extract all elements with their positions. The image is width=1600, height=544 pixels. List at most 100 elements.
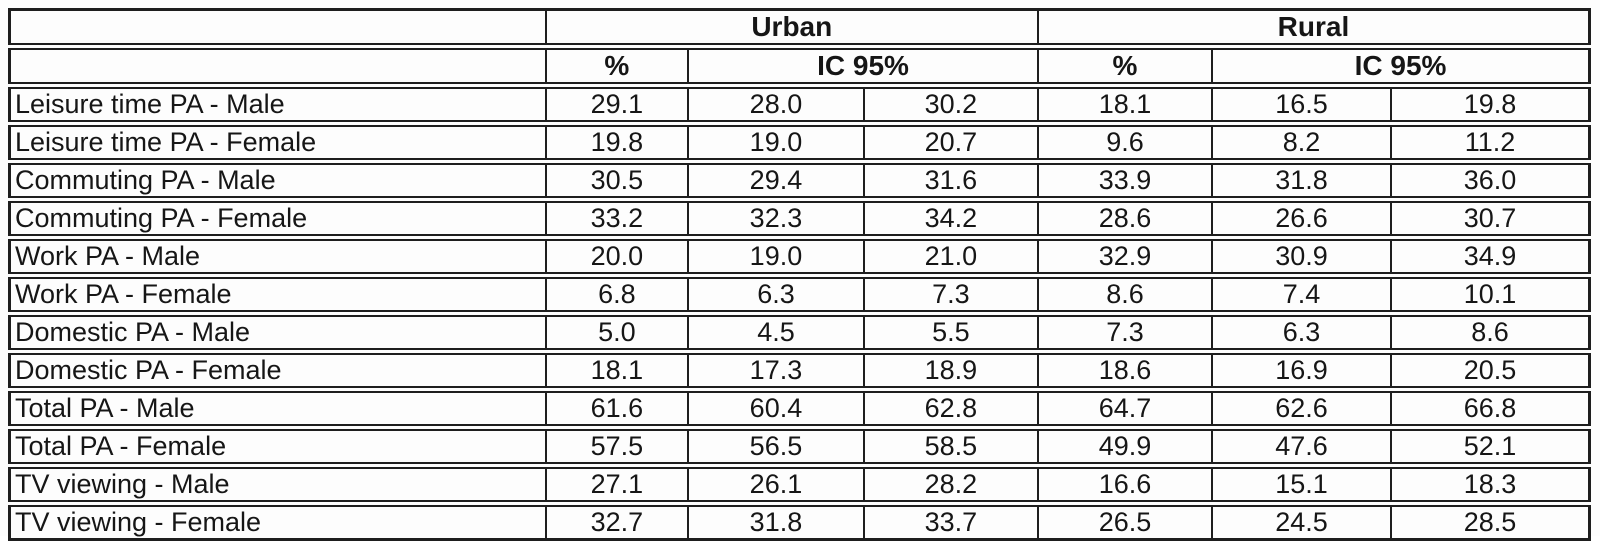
row-label: Domestic PA - Male [8,315,545,350]
table-row-leisure-female: Leisure time PA - Female 19.8 19.0 20.7 … [8,125,1591,160]
group-header-rural: Rural [1036,8,1591,45]
rural-ic-low-cell: 15.1 [1211,467,1390,502]
row-label: Work PA - Female [8,277,545,312]
row-label: TV viewing - Male [8,467,545,502]
row-label: Domestic PA - Female [8,353,545,388]
urban-pct-cell: 19.8 [544,125,688,160]
rural-pct-cell: 26.5 [1036,505,1212,541]
table-row-tv-male: TV viewing - Male 27.1 26.1 28.2 16.6 15… [8,467,1591,502]
urban-ic-low-cell: 26.1 [687,467,863,502]
corner-cell-top [8,8,545,45]
rural-pct-cell: 49.9 [1036,429,1212,464]
rural-pct-cell: 18.6 [1036,353,1212,388]
urban-ic-low-cell: 29.4 [687,163,863,198]
rural-ic-high-cell: 30.7 [1389,201,1591,236]
urban-pct-cell: 18.1 [544,353,688,388]
table-row-work-female: Work PA - Female 6.8 6.3 7.3 8.6 7.4 10.… [8,277,1591,312]
urban-pct-cell: 57.5 [544,429,688,464]
urban-pct-cell: 6.8 [544,277,688,312]
urban-ic-high-cell: 21.0 [862,239,1037,274]
urban-pct-cell: 33.2 [544,201,688,236]
group-header-urban: Urban [544,8,1037,45]
rural-pct-cell: 33.9 [1036,163,1212,198]
corner-cell-sub [8,48,545,84]
table-row-leisure-male: Leisure time PA - Male 29.1 28.0 30.2 18… [8,87,1591,122]
urban-ic-low-cell: 4.5 [687,315,863,350]
urban-ic-low-cell: 32.3 [687,201,863,236]
rural-ic-high-cell: 36.0 [1389,163,1591,198]
urban-ic95-header: IC 95% [687,48,1037,84]
row-label: Leisure time PA - Female [8,125,545,160]
rural-ic-low-cell: 16.5 [1211,87,1390,122]
rural-ic-low-cell: 8.2 [1211,125,1390,160]
urban-ic-high-cell: 20.7 [862,125,1037,160]
rural-pct-cell: 7.3 [1036,315,1212,350]
urban-ic-low-cell: 6.3 [687,277,863,312]
urban-pct-cell: 20.0 [544,239,688,274]
rural-ic-high-cell: 66.8 [1389,391,1591,426]
rural-pct-cell: 9.6 [1036,125,1212,160]
group-header-row: Urban Rural [8,8,1591,45]
rural-ic95-header: IC 95% [1211,48,1591,84]
urban-pct-cell: 61.6 [544,391,688,426]
urban-ic-high-cell: 5.5 [862,315,1037,350]
rural-ic-low-cell: 47.6 [1211,429,1390,464]
rural-ic-high-cell: 52.1 [1389,429,1591,464]
rural-pct-cell: 32.9 [1036,239,1212,274]
rural-ic-low-cell: 31.8 [1211,163,1390,198]
urban-ic-low-cell: 28.0 [687,87,863,122]
urban-pct-cell: 30.5 [544,163,688,198]
rural-ic-high-cell: 34.9 [1389,239,1591,274]
rural-pct-cell: 16.6 [1036,467,1212,502]
rural-ic-low-cell: 24.5 [1211,505,1390,541]
urban-ic-high-cell: 31.6 [862,163,1037,198]
row-label: Commuting PA - Female [8,201,545,236]
rural-pct-cell: 28.6 [1036,201,1212,236]
table-row-work-male: Work PA - Male 20.0 19.0 21.0 32.9 30.9 … [8,239,1591,274]
pa-prevalence-table: Urban Rural % IC 95% % IC 95% Leisure ti… [8,5,1591,544]
rural-ic-high-cell: 18.3 [1389,467,1591,502]
urban-ic-low-cell: 60.4 [687,391,863,426]
table-row-commuting-male: Commuting PA - Male 30.5 29.4 31.6 33.9 … [8,163,1591,198]
urban-percent-header: % [544,48,688,84]
rural-ic-high-cell: 8.6 [1389,315,1591,350]
table-row-commuting-female: Commuting PA - Female 33.2 32.3 34.2 28.… [8,201,1591,236]
urban-ic-high-cell: 30.2 [862,87,1037,122]
rural-ic-low-cell: 62.6 [1211,391,1390,426]
urban-pct-cell: 27.1 [544,467,688,502]
rural-ic-low-cell: 30.9 [1211,239,1390,274]
urban-ic-low-cell: 19.0 [687,239,863,274]
table-row-total-female: Total PA - Female 57.5 56.5 58.5 49.9 47… [8,429,1591,464]
rural-pct-cell: 8.6 [1036,277,1212,312]
table-row-domestic-female: Domestic PA - Female 18.1 17.3 18.9 18.6… [8,353,1591,388]
rural-pct-cell: 64.7 [1036,391,1212,426]
rural-percent-header: % [1036,48,1212,84]
urban-pct-cell: 29.1 [544,87,688,122]
row-label: Total PA - Female [8,429,545,464]
urban-ic-high-cell: 34.2 [862,201,1037,236]
rural-ic-high-cell: 11.2 [1389,125,1591,160]
rural-ic-high-cell: 20.5 [1389,353,1591,388]
urban-ic-high-cell: 58.5 [862,429,1037,464]
table-row-total-male: Total PA - Male 61.6 60.4 62.8 64.7 62.6… [8,391,1591,426]
row-label: Work PA - Male [8,239,545,274]
urban-ic-high-cell: 7.3 [862,277,1037,312]
urban-ic-low-cell: 56.5 [687,429,863,464]
rural-ic-low-cell: 7.4 [1211,277,1390,312]
subheader-row: % IC 95% % IC 95% [8,48,1591,84]
row-label: Total PA - Male [8,391,545,426]
rural-ic-low-cell: 16.9 [1211,353,1390,388]
urban-ic-high-cell: 62.8 [862,391,1037,426]
row-label: Leisure time PA - Male [8,87,545,122]
rural-ic-high-cell: 10.1 [1389,277,1591,312]
rural-pct-cell: 18.1 [1036,87,1212,122]
row-label: TV viewing - Female [8,505,545,541]
urban-ic-low-cell: 17.3 [687,353,863,388]
rural-ic-low-cell: 26.6 [1211,201,1390,236]
urban-ic-low-cell: 19.0 [687,125,863,160]
urban-ic-high-cell: 18.9 [862,353,1037,388]
table-row-domestic-male: Domestic PA - Male 5.0 4.5 5.5 7.3 6.3 8… [8,315,1591,350]
urban-pct-cell: 32.7 [544,505,688,541]
urban-ic-high-cell: 28.2 [862,467,1037,502]
